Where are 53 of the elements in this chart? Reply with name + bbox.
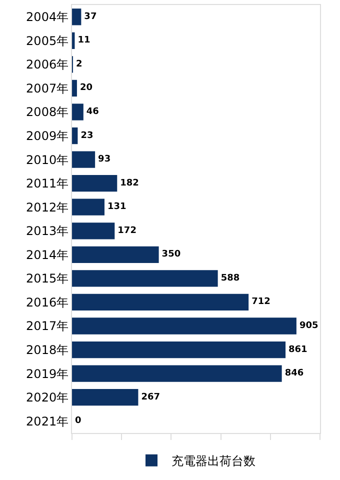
data-label: 93 [98, 154, 111, 165]
y-tick-label: 2010年 [26, 152, 69, 167]
data-label: 11 [78, 36, 90, 46]
data-label: 0 [75, 416, 82, 426]
data-label: 712 [252, 297, 270, 308]
bar [72, 389, 138, 406]
data-label: 182 [120, 178, 139, 188]
bar [72, 198, 104, 216]
y-tick-label: 2014年 [26, 248, 69, 262]
data-label: 2 [76, 59, 82, 70]
y-tick-label: 2006年 [26, 58, 69, 72]
y-tick-label: 2017年 [26, 319, 69, 334]
bar [72, 222, 115, 240]
bar [72, 127, 78, 144]
data-label: 20 [80, 83, 92, 94]
bar [72, 270, 218, 287]
bar [72, 8, 82, 26]
bar [72, 104, 84, 120]
y-tick-label: 2004年 [26, 10, 69, 24]
y-tick-label: 2011年 [26, 176, 69, 191]
bar [72, 175, 118, 192]
legend-label: 充電器出荷台数 [172, 454, 256, 468]
data-label: 23 [80, 130, 94, 141]
y-tick-label: 2018年 [26, 342, 69, 357]
y-tick-label: 2008年 [26, 105, 69, 120]
data-label: 131 [107, 202, 126, 212]
y-tick-label: 2016年 [26, 295, 69, 310]
data-label: 588 [220, 273, 240, 284]
y-tick-label: 2019年 [26, 366, 69, 381]
y-tick-label: 2021年 [26, 414, 69, 428]
data-label: 350 [162, 250, 181, 260]
data-label: 267 [141, 392, 160, 402]
bar [72, 80, 77, 97]
bar [72, 151, 96, 168]
y-tick-label: 2015年 [26, 272, 69, 286]
data-label: 172 [118, 226, 136, 236]
data-label: 861 [288, 344, 308, 355]
bar [72, 365, 282, 382]
data-label: 46 [86, 107, 99, 117]
data-label: 37 [84, 12, 97, 22]
bar [72, 294, 249, 311]
y-tick-label: 2013年 [26, 224, 69, 238]
data-label: 905 [299, 321, 318, 331]
y-tick-label: 2007年 [26, 81, 69, 96]
y-tick-label: 2020年 [26, 390, 69, 405]
bar [72, 32, 75, 49]
y-tick-label: 2005年 [26, 34, 69, 48]
bar [72, 246, 159, 263]
bar [72, 318, 296, 334]
y-tick-label: 2009年 [26, 128, 69, 143]
y-tick-label: 2012年 [26, 200, 69, 214]
data-label: 846 [284, 368, 304, 379]
bar [72, 341, 286, 358]
